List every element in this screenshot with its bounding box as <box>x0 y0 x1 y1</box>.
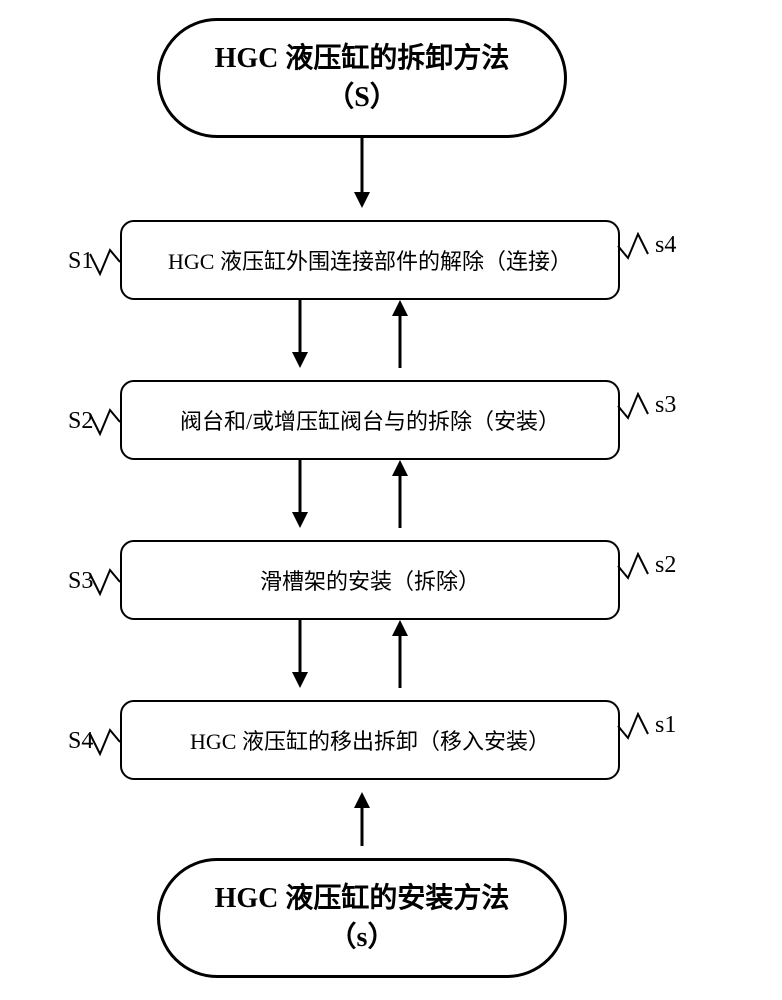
label-S4: S4 <box>68 728 93 755</box>
label-S2: S2 <box>68 408 93 435</box>
zigzag-layer <box>0 0 782 1000</box>
step-box-2: 阀台和/或增压缸阀台与的拆除（安装） <box>120 380 620 460</box>
step-box-4: HGC 液压缸的移出拆卸（移入安装） <box>120 700 620 780</box>
flowchart-container: HGC 液压缸的拆卸方法 （S） HGC 液压缸外围连接部件的解除（连接） 阀台… <box>0 0 782 1000</box>
label-s2: s2 <box>655 552 676 579</box>
label-s4: s4 <box>655 232 676 259</box>
label-s1: s1 <box>655 712 676 739</box>
start-node-line1: HGC 液压缸的拆卸方法 <box>215 39 510 78</box>
start-node-line2: （S） <box>326 78 398 117</box>
label-S3: S3 <box>68 568 93 595</box>
step-box-1-text: HGC 液压缸外围连接部件的解除（连接） <box>168 244 572 276</box>
step-box-3-text: 滑槽架的安装（拆除） <box>260 564 480 596</box>
end-node-line1: HGC 液压缸的安装方法 <box>215 879 510 918</box>
label-s3: s3 <box>655 392 676 419</box>
step-box-1: HGC 液压缸外围连接部件的解除（连接） <box>120 220 620 300</box>
end-node-line2: （s） <box>329 918 396 957</box>
step-box-3: 滑槽架的安装（拆除） <box>120 540 620 620</box>
start-node: HGC 液压缸的拆卸方法 （S） <box>157 18 567 138</box>
step-box-4-text: HGC 液压缸的移出拆卸（移入安装） <box>190 724 550 756</box>
arrows-layer <box>0 0 782 1000</box>
end-node: HGC 液压缸的安装方法 （s） <box>157 858 567 978</box>
step-box-2-text: 阀台和/或增压缸阀台与的拆除（安装） <box>180 404 560 436</box>
label-S1: S1 <box>68 248 93 275</box>
